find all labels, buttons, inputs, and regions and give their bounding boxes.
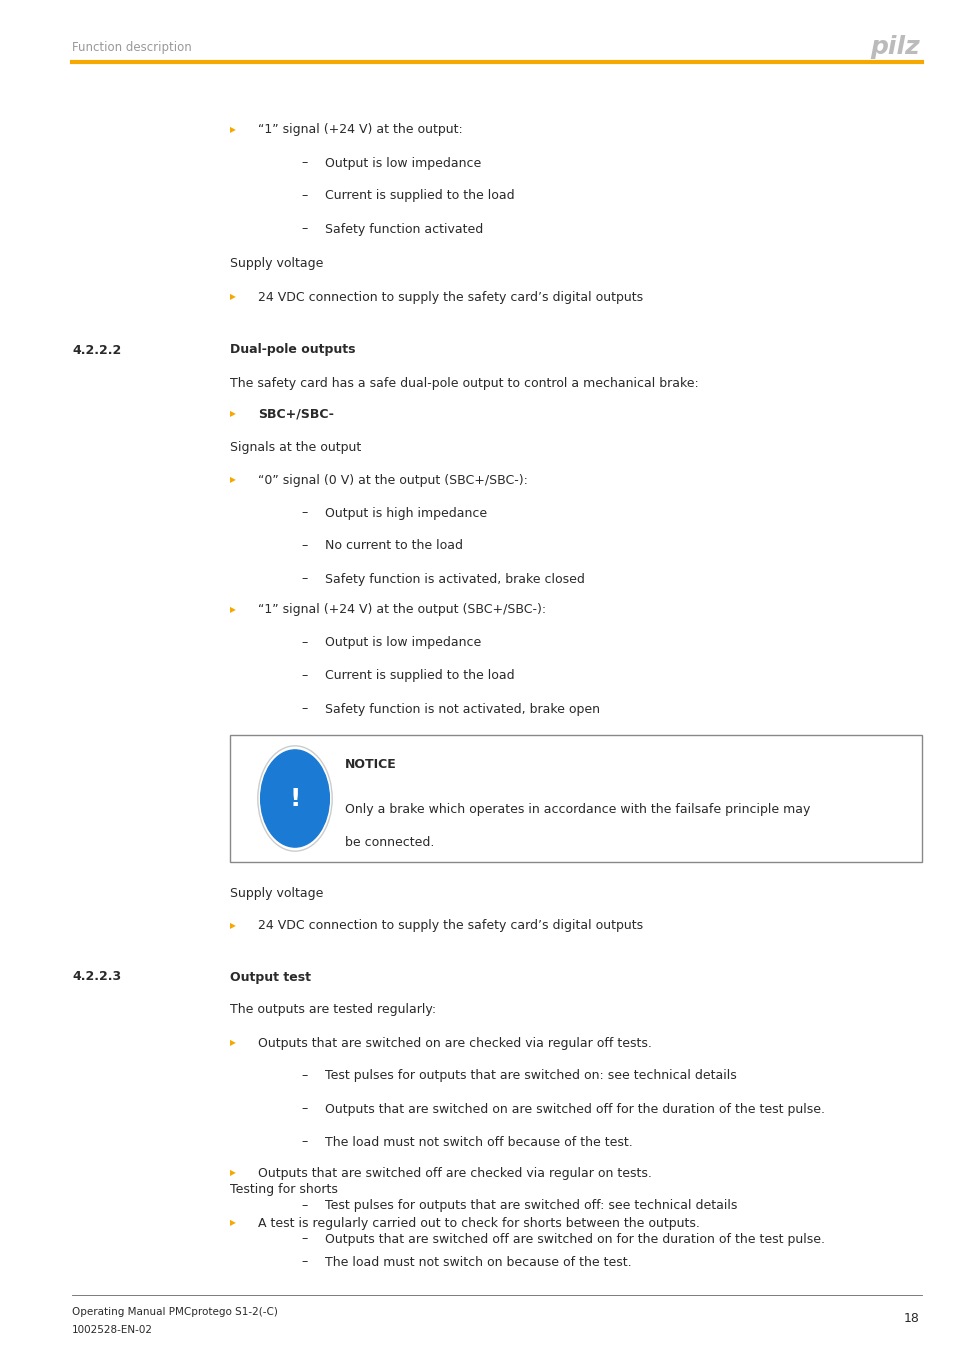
Text: Outputs that are switched off are checked via regular on tests.: Outputs that are switched off are checke… [257, 1166, 651, 1180]
Text: 18: 18 [903, 1311, 919, 1324]
Text: Dual-pole outputs: Dual-pole outputs [230, 343, 355, 356]
Text: Output is low impedance: Output is low impedance [325, 636, 480, 649]
Text: –: – [301, 506, 308, 520]
Text: Function description: Function description [71, 40, 192, 54]
Circle shape [260, 749, 329, 846]
Text: ▶: ▶ [230, 293, 235, 301]
Text: !: ! [289, 787, 300, 810]
Text: ▶: ▶ [230, 1219, 235, 1227]
Text: The load must not switch off because of the test.: The load must not switch off because of … [325, 1135, 632, 1149]
Text: be connected.: be connected. [345, 837, 434, 849]
Text: Supply voltage: Supply voltage [230, 887, 323, 899]
Text: The outputs are tested regularly:: The outputs are tested regularly: [230, 1003, 436, 1017]
Text: Testing for shorts: Testing for shorts [230, 1184, 337, 1196]
Text: Supply voltage: Supply voltage [230, 258, 323, 270]
Text: –: – [301, 1256, 308, 1269]
Text: Operating Manual PMCprotego S1-2(-C): Operating Manual PMCprotego S1-2(-C) [71, 1307, 277, 1318]
Text: The safety card has a safe dual-pole output to control a mechanical brake:: The safety card has a safe dual-pole out… [230, 377, 698, 390]
Text: 1002528-EN-02: 1002528-EN-02 [71, 1324, 152, 1335]
Text: pilz: pilz [869, 35, 919, 59]
Text: –: – [301, 1103, 308, 1115]
Text: ▶: ▶ [230, 475, 235, 485]
Text: –: – [301, 540, 308, 552]
Text: Safety function activated: Safety function activated [325, 223, 483, 235]
Text: ▶: ▶ [230, 409, 235, 418]
Text: “1” signal (+24 V) at the output (SBC+/SBC-):: “1” signal (+24 V) at the output (SBC+/S… [257, 603, 545, 617]
Text: Outputs that are switched on are switched off for the duration of the test pulse: Outputs that are switched on are switche… [325, 1103, 824, 1115]
Text: SBC+/SBC-: SBC+/SBC- [257, 408, 334, 420]
Text: 24 VDC connection to supply the safety card’s digital outputs: 24 VDC connection to supply the safety c… [257, 919, 642, 933]
Text: 4.2.2.3: 4.2.2.3 [71, 971, 121, 984]
Text: 24 VDC connection to supply the safety card’s digital outputs: 24 VDC connection to supply the safety c… [257, 290, 642, 304]
Text: NOTICE: NOTICE [345, 759, 396, 771]
Text: Output is low impedance: Output is low impedance [325, 157, 480, 170]
Text: ▶: ▶ [230, 1038, 235, 1048]
Text: –: – [301, 1069, 308, 1083]
FancyBboxPatch shape [230, 734, 921, 863]
Text: Test pulses for outputs that are switched on: see technical details: Test pulses for outputs that are switche… [325, 1069, 736, 1083]
Text: ▶: ▶ [230, 606, 235, 614]
Text: –: – [301, 1135, 308, 1149]
Text: No current to the load: No current to the load [325, 540, 462, 552]
Text: –: – [301, 157, 308, 170]
Text: Safety function is not activated, brake open: Safety function is not activated, brake … [325, 702, 599, 716]
Text: A test is regularly carried out to check for shorts between the outputs.: A test is regularly carried out to check… [257, 1216, 700, 1230]
Text: –: – [301, 702, 308, 716]
Text: ▶: ▶ [230, 922, 235, 930]
Text: The load must not switch on because of the test.: The load must not switch on because of t… [325, 1256, 631, 1269]
Text: “0” signal (0 V) at the output (SBC+/SBC-):: “0” signal (0 V) at the output (SBC+/SBC… [257, 474, 527, 486]
Text: –: – [301, 670, 308, 683]
Text: –: – [301, 223, 308, 235]
Text: Safety function is activated, brake closed: Safety function is activated, brake clos… [325, 572, 584, 586]
Text: –: – [301, 572, 308, 586]
Text: Current is supplied to the load: Current is supplied to the load [325, 670, 514, 683]
Text: 4.2.2.2: 4.2.2.2 [71, 343, 121, 356]
Text: –: – [301, 636, 308, 649]
Text: “1” signal (+24 V) at the output:: “1” signal (+24 V) at the output: [257, 123, 462, 136]
Text: –: – [301, 1200, 308, 1212]
Text: Only a brake which operates in accordance with the failsafe principle may: Only a brake which operates in accordanc… [345, 803, 809, 815]
Text: Outputs that are switched off are switched on for the duration of the test pulse: Outputs that are switched off are switch… [325, 1233, 824, 1246]
Text: Signals at the output: Signals at the output [230, 440, 361, 454]
Text: ▶: ▶ [230, 126, 235, 135]
Text: ▶: ▶ [230, 1169, 235, 1177]
Text: Current is supplied to the load: Current is supplied to the load [325, 189, 514, 202]
Text: Test pulses for outputs that are switched off: see technical details: Test pulses for outputs that are switche… [325, 1200, 737, 1212]
Text: –: – [301, 1233, 308, 1246]
Text: –: – [301, 189, 308, 202]
Text: Output test: Output test [230, 971, 311, 984]
Text: Output is high impedance: Output is high impedance [325, 506, 487, 520]
Text: Outputs that are switched on are checked via regular off tests.: Outputs that are switched on are checked… [257, 1037, 651, 1049]
